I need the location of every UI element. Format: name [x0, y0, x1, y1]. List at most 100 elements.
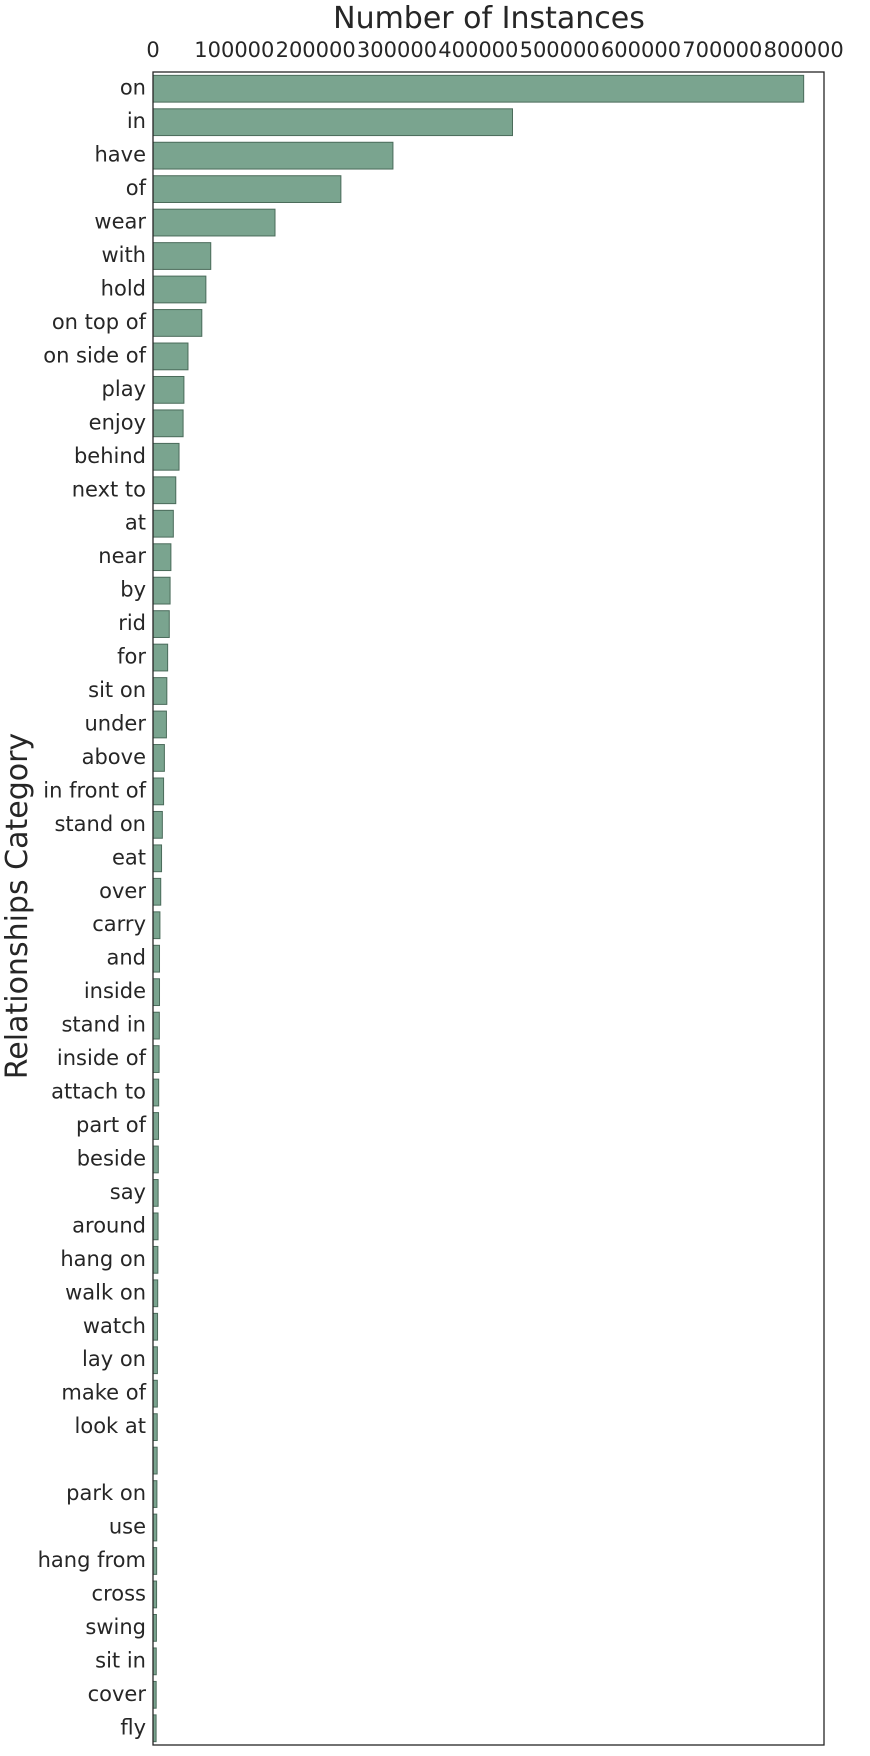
y-tick-label: fly — [120, 1715, 146, 1739]
x-tick-label: 700000 — [682, 38, 762, 62]
bar — [152, 944, 161, 973]
bar — [152, 810, 163, 839]
bar — [152, 1279, 159, 1308]
y-tick-label: behind — [74, 444, 146, 468]
bar — [152, 978, 161, 1007]
bar — [152, 1179, 159, 1207]
y-tick-label: stand on — [54, 812, 146, 836]
bar — [152, 409, 184, 438]
plot-frame — [152, 71, 825, 1746]
y-tick-label: walk on — [65, 1280, 146, 1304]
y-tick-label: inside of — [57, 1046, 147, 1070]
y-tick-label: on — [120, 76, 146, 100]
bar — [152, 309, 203, 337]
bar — [152, 208, 276, 237]
y-tick-label: for — [117, 645, 146, 669]
bar — [152, 175, 342, 203]
y-tick-label: inside — [84, 979, 146, 1003]
y-tick-label: eat — [112, 845, 146, 869]
bar — [152, 1112, 160, 1140]
y-axis-title: Relationships Category — [0, 733, 35, 1079]
y-tick-label: hang on — [60, 1247, 146, 1271]
bar — [152, 1045, 160, 1073]
bar — [152, 777, 165, 806]
y-tick-label: on side of — [43, 343, 146, 367]
y-tick-label: over — [99, 879, 146, 903]
y-tick-label: near — [98, 544, 146, 568]
y-tick-label: use — [109, 1515, 146, 1539]
bar — [152, 375, 185, 404]
x-tick-label: 500000 — [520, 38, 600, 62]
bar — [152, 710, 167, 739]
y-tick-label: above — [82, 745, 146, 769]
bar — [152, 1011, 160, 1040]
bar — [152, 543, 172, 572]
y-tick-label: on top of — [52, 310, 147, 334]
y-tick-label: and — [106, 946, 146, 970]
bar — [152, 509, 174, 538]
y-tick-label: sit on — [88, 678, 146, 702]
y-tick-label: cross — [92, 1581, 146, 1605]
y-tick-label: in front of — [43, 778, 146, 802]
bar — [152, 476, 177, 505]
x-tick-label: 400000 — [438, 38, 518, 62]
bar — [152, 911, 161, 940]
y-tick-label: with — [101, 243, 146, 267]
y-tick-label: play — [102, 377, 146, 401]
bar — [152, 643, 169, 672]
x-tick-label: 800000 — [764, 38, 844, 62]
bar — [152, 108, 513, 137]
y-tick-label: watch — [83, 1314, 146, 1338]
x-axis-title: Number of Instances — [333, 1, 645, 36]
y-tick-label: rid — [118, 611, 146, 635]
y-tick-labels: on in have of wear with hold on top of on side o… — [38, 76, 147, 1740]
y-tick-label: beside — [77, 1146, 146, 1170]
bar — [152, 1346, 158, 1375]
y-tick-label: sit in — [95, 1648, 146, 1672]
bar — [152, 1212, 159, 1241]
bar — [152, 1245, 159, 1274]
bar — [152, 1145, 159, 1174]
x-tick-label: 100000 — [194, 38, 274, 62]
y-tick-label: enjoy — [89, 410, 146, 434]
x-tick-label: 300000 — [357, 38, 437, 62]
bar — [152, 141, 394, 170]
y-tick-label: cover — [88, 1682, 147, 1706]
y-tick-label: under — [84, 711, 146, 735]
y-tick-label: say — [110, 1180, 146, 1204]
bar — [152, 1078, 160, 1107]
y-tick-label: park on — [66, 1481, 146, 1505]
y-tick-label: swing — [85, 1615, 146, 1639]
y-tick-label: part of — [76, 1113, 147, 1137]
bar — [152, 677, 168, 705]
bar — [152, 242, 212, 270]
bar — [152, 610, 170, 638]
x-tick-labels: 0 100000 200000 300000 400000 500000 600000 700… — [146, 38, 843, 62]
y-tick-label: make of — [61, 1381, 146, 1405]
bar — [152, 877, 162, 906]
y-tick-label: lay on — [82, 1347, 146, 1371]
y-tick-label: in — [127, 109, 146, 133]
bar — [152, 342, 189, 371]
bars-layer — [152, 74, 805, 1743]
y-tick-label: wear — [94, 210, 146, 234]
y-tick-label: have — [94, 143, 146, 167]
y-tick-label: by — [120, 578, 146, 602]
y-tick-label: hang from — [38, 1548, 146, 1572]
y-tick-label: look at — [75, 1414, 146, 1438]
y-tick-label: stand in — [61, 1013, 146, 1037]
bar — [152, 744, 165, 772]
bar — [152, 442, 180, 471]
y-tick-label: attach to — [51, 1080, 146, 1104]
bar — [152, 844, 163, 873]
bar — [152, 74, 805, 103]
y-tick-label: hold — [101, 276, 146, 300]
x-tick-label: 200000 — [276, 38, 356, 62]
y-tick-label: next to — [72, 477, 146, 501]
y-tick-label: around — [72, 1213, 146, 1237]
bar — [152, 1312, 159, 1341]
y-tick-label: of — [126, 176, 147, 200]
y-tick-label: at — [125, 511, 146, 535]
